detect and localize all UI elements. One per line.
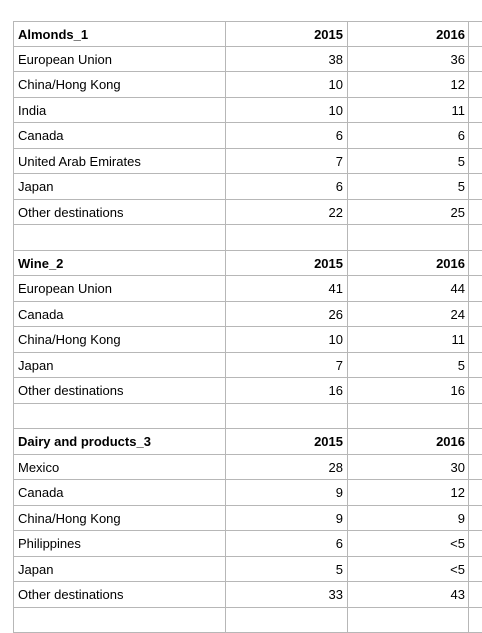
table-row[interactable]: Japan 7 5 (13, 353, 482, 379)
table-row[interactable]: China/Hong Kong 10 11 (13, 327, 482, 353)
value-2016-cell[interactable]: 24 (347, 302, 469, 327)
empty-cell[interactable] (347, 404, 469, 429)
spreadsheet-grid: Almonds_1 2015 2016 European Union 38 36… (13, 21, 482, 633)
value-2015-cell[interactable]: 7 (225, 353, 347, 378)
section-title[interactable]: Dairy and products_3 (13, 429, 225, 454)
empty-cell[interactable] (225, 404, 347, 429)
section-header-row[interactable]: Almonds_1 2015 2016 (13, 21, 482, 47)
destination-cell[interactable]: Canada (13, 480, 225, 505)
table-row[interactable]: Other destinations 33 43 (13, 582, 482, 608)
value-2015-cell[interactable]: 38 (225, 47, 347, 72)
table-row[interactable]: Other destinations 16 16 (13, 378, 482, 404)
destination-cell[interactable]: Canada (13, 123, 225, 148)
destination-cell[interactable]: Other destinations (13, 582, 225, 607)
empty-cell[interactable] (13, 225, 225, 250)
table-row[interactable]: China/Hong Kong 9 9 (13, 506, 482, 532)
value-2016-cell[interactable]: <5 (347, 531, 469, 556)
value-2016-cell[interactable]: <5 (347, 557, 469, 582)
value-2015-cell[interactable]: 6 (225, 174, 347, 199)
value-2015-cell[interactable]: 26 (225, 302, 347, 327)
value-2015-cell[interactable]: 16 (225, 378, 347, 403)
table-row[interactable]: Philippines 6 <5 (13, 531, 482, 557)
value-2016-cell[interactable]: 30 (347, 455, 469, 480)
year-header-2016[interactable]: 2016 (347, 251, 469, 276)
table-row[interactable]: Other destinations 22 25 (13, 200, 482, 226)
destination-cell[interactable]: China/Hong Kong (13, 72, 225, 97)
table-row[interactable]: India 10 11 (13, 98, 482, 124)
value-2016-cell[interactable]: 25 (347, 200, 469, 225)
destination-cell[interactable]: European Union (13, 276, 225, 301)
table-row[interactable]: Japan 5 <5 (13, 557, 482, 583)
value-2015-cell[interactable]: 9 (225, 506, 347, 531)
destination-cell[interactable]: Other destinations (13, 200, 225, 225)
value-2015-cell[interactable]: 10 (225, 98, 347, 123)
table-row[interactable]: China/Hong Kong 10 12 (13, 72, 482, 98)
destination-cell[interactable]: Japan (13, 174, 225, 199)
empty-cell[interactable] (13, 404, 225, 429)
value-2016-cell[interactable]: 9 (347, 506, 469, 531)
empty-cell[interactable] (347, 608, 469, 633)
value-2016-cell[interactable]: 16 (347, 378, 469, 403)
value-2016-cell[interactable]: 44 (347, 276, 469, 301)
value-2016-cell[interactable]: 36 (347, 47, 469, 72)
value-2015-cell[interactable]: 6 (225, 123, 347, 148)
year-header-2015[interactable]: 2015 (225, 429, 347, 454)
value-2015-cell[interactable]: 10 (225, 72, 347, 97)
empty-row[interactable] (13, 608, 482, 633)
table-row[interactable]: European Union 41 44 (13, 276, 482, 302)
value-2016-cell[interactable]: 6 (347, 123, 469, 148)
table-row[interactable]: Canada 9 12 (13, 480, 482, 506)
value-2016-cell[interactable]: 43 (347, 582, 469, 607)
destination-cell[interactable]: China/Hong Kong (13, 327, 225, 352)
year-header-2015[interactable]: 2015 (225, 251, 347, 276)
value-2016-cell[interactable]: 5 (347, 353, 469, 378)
table-row[interactable]: Japan 6 5 (13, 174, 482, 200)
table-row[interactable]: United Arab Emirates 7 5 (13, 149, 482, 175)
value-2016-cell[interactable]: 5 (347, 174, 469, 199)
destination-cell[interactable]: European Union (13, 47, 225, 72)
value-2015-cell[interactable]: 10 (225, 327, 347, 352)
value-2016-cell[interactable]: 11 (347, 327, 469, 352)
table-row[interactable]: Canada 6 6 (13, 123, 482, 149)
destination-cell[interactable]: Canada (13, 302, 225, 327)
empty-cell[interactable] (347, 225, 469, 250)
destination-cell[interactable]: China/Hong Kong (13, 506, 225, 531)
value-2016-cell[interactable]: 11 (347, 98, 469, 123)
section-header-row[interactable]: Dairy and products_3 2015 2016 (13, 429, 482, 455)
destination-cell[interactable]: Philippines (13, 531, 225, 556)
section-header-row[interactable]: Wine_2 2015 2016 (13, 251, 482, 277)
value-2015-cell[interactable]: 7 (225, 149, 347, 174)
value-2015-cell[interactable]: 33 (225, 582, 347, 607)
value-2015-cell[interactable]: 28 (225, 455, 347, 480)
value-2015-cell[interactable]: 22 (225, 200, 347, 225)
value-2016-cell[interactable]: 5 (347, 149, 469, 174)
empty-cell[interactable] (225, 225, 347, 250)
empty-row[interactable] (13, 225, 482, 251)
value-2015-cell[interactable]: 9 (225, 480, 347, 505)
value-2016-cell[interactable]: 12 (347, 480, 469, 505)
empty-cell[interactable] (13, 608, 225, 633)
value-2015-cell[interactable]: 41 (225, 276, 347, 301)
table-row[interactable]: Mexico 28 30 (13, 455, 482, 481)
value-2015-cell[interactable]: 6 (225, 531, 347, 556)
empty-cell[interactable] (225, 608, 347, 633)
section-title[interactable]: Almonds_1 (13, 22, 225, 46)
section-title[interactable]: Wine_2 (13, 251, 225, 276)
year-header-2015[interactable]: 2015 (225, 22, 347, 46)
year-header-2016[interactable]: 2016 (347, 22, 469, 46)
destination-cell[interactable]: Japan (13, 353, 225, 378)
destination-cell[interactable]: United Arab Emirates (13, 149, 225, 174)
destination-cell[interactable]: Mexico (13, 455, 225, 480)
year-header-2016[interactable]: 2016 (347, 429, 469, 454)
table-row[interactable]: European Union 38 36 (13, 47, 482, 73)
empty-row[interactable] (13, 404, 482, 430)
value-2016-cell[interactable]: 12 (347, 72, 469, 97)
destination-cell[interactable]: Japan (13, 557, 225, 582)
destination-cell[interactable]: India (13, 98, 225, 123)
value-2015-cell[interactable]: 5 (225, 557, 347, 582)
table-row[interactable]: Canada 26 24 (13, 302, 482, 328)
destination-cell[interactable]: Other destinations (13, 378, 225, 403)
